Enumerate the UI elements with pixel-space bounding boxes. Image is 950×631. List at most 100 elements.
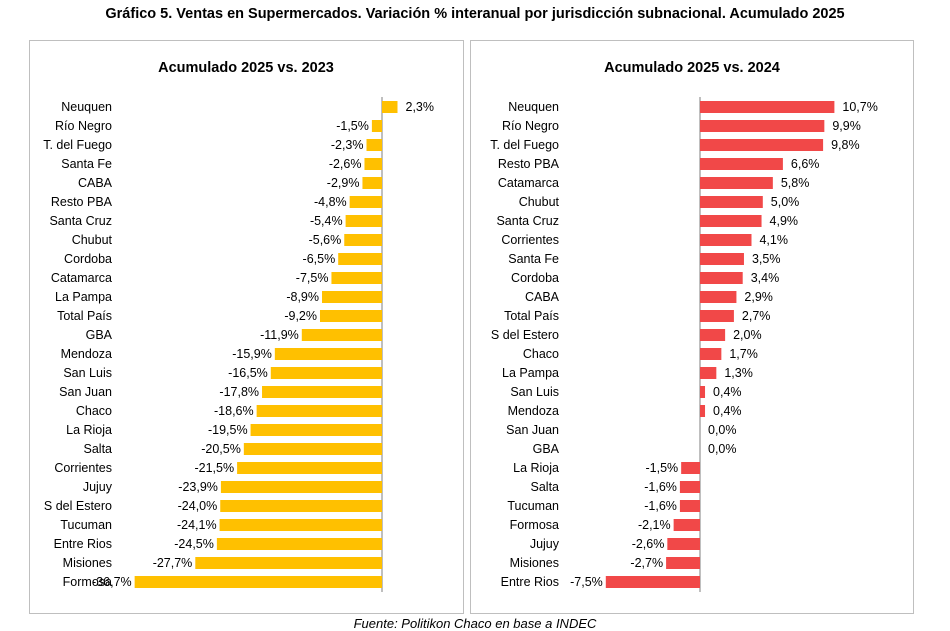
bar-chart-2025-vs-2024: Acumulado 2025 vs. 2024 Neuquen 10,7% Río N… [490, 60, 878, 592]
chart-main-title: Gráfico 5. Ventas en Supermercados. Vari… [105, 6, 845, 22]
right-bar-7 [700, 234, 752, 246]
right-value-label-19: -1,5% [646, 461, 679, 475]
left-bar-4 [362, 177, 382, 189]
right-category-label-14: La Pampa [502, 366, 559, 380]
left-category-label-16: Chaco [76, 404, 112, 418]
left-bar-17 [250, 424, 382, 436]
left-value-label-8: -6,5% [303, 252, 336, 266]
left-bar-1 [371, 120, 382, 132]
left-bar-18 [243, 443, 382, 455]
left-value-label-11: -9,2% [284, 309, 317, 323]
right-value-label-22: -2,1% [638, 518, 671, 532]
left-value-label-24: -27,7% [153, 556, 193, 570]
right-category-label-22: Formosa [510, 518, 559, 532]
left-value-label-0: 2,3% [406, 100, 435, 114]
right-bar-13 [700, 348, 722, 360]
right-value-label-14: 1,3% [724, 366, 753, 380]
left-value-label-18: -20,5% [201, 442, 241, 456]
right-category-label-7: Corrientes [501, 233, 559, 247]
left-category-label-2: T. del Fuego [43, 138, 112, 152]
right-category-label-9: Cordoba [511, 271, 559, 285]
left-bar-10 [322, 291, 382, 303]
left-bar-9 [331, 272, 382, 284]
left-value-label-10: -8,9% [286, 290, 319, 304]
right-category-label-13: Chaco [523, 347, 559, 361]
right-bar-11 [700, 310, 734, 322]
left-value-label-9: -7,5% [296, 271, 329, 285]
left-value-label-5: -4,8% [314, 195, 347, 209]
left-category-label-10: La Pampa [55, 290, 112, 304]
right-bar-8 [700, 253, 744, 265]
left-category-label-13: Mendoza [61, 347, 112, 361]
right-category-label-4: Catamarca [498, 176, 559, 190]
right-category-label-1: Río Negro [502, 119, 559, 133]
left-category-label-19: Corrientes [54, 461, 112, 475]
chart-panel-2024: Acumulado 2025 vs. 2024 Neuquen 10,7% Río N… [470, 40, 914, 614]
left-bar-16 [256, 405, 382, 417]
right-category-label-6: Santa Cruz [496, 214, 559, 228]
right-bar-24 [666, 557, 700, 569]
right-category-label-21: Tucuman [507, 499, 559, 513]
right-bar-21 [679, 500, 700, 512]
left-bar-13 [274, 348, 382, 360]
right-value-label-21: -1,6% [644, 499, 677, 513]
right-category-label-25: Entre Rios [501, 575, 559, 589]
left-category-label-25: Formosa [63, 575, 112, 589]
left-bar-14 [270, 367, 382, 379]
left-bar-24 [195, 557, 382, 569]
right-value-label-7: 4,1% [759, 233, 788, 247]
right-value-label-2: 9,8% [831, 138, 860, 152]
left-bar-21 [220, 500, 382, 512]
left-category-label-7: Chubut [72, 233, 113, 247]
right-value-label-12: 2,0% [733, 328, 762, 342]
left-bar-23 [216, 538, 382, 550]
left-bar-8 [338, 253, 382, 265]
right-value-label-3: 6,6% [791, 157, 820, 171]
left-value-label-1: -1,5% [336, 119, 369, 133]
right-value-label-25: -7,5% [570, 575, 603, 589]
right-category-label-24: Misiones [510, 556, 559, 570]
right-value-label-4: 5,8% [781, 176, 810, 190]
left-category-label-11: Total País [57, 309, 112, 323]
right-bar-25 [605, 576, 700, 588]
right-bar-3 [700, 158, 783, 170]
left-value-label-17: -19,5% [208, 423, 248, 437]
right-category-label-15: San Luis [510, 385, 559, 399]
right-value-label-16: 0,4% [713, 404, 742, 418]
left-bar-15 [262, 386, 382, 398]
left-value-label-3: -2,6% [329, 157, 362, 171]
right-category-label-11: Total País [504, 309, 559, 323]
left-value-label-6: -5,4% [310, 214, 343, 228]
left-value-label-25: -36,7% [92, 575, 132, 589]
right-value-label-23: -2,6% [632, 537, 665, 551]
left-value-label-19: -21,5% [194, 461, 234, 475]
right-value-label-24: -2,7% [630, 556, 663, 570]
left-bar-5 [349, 196, 382, 208]
right-category-label-19: La Rioja [513, 461, 559, 475]
right-bar-0 [700, 101, 835, 113]
left-category-label-23: Entre Rios [54, 537, 112, 551]
left-category-label-12: GBA [86, 328, 113, 342]
right-category-label-17: San Juan [506, 423, 559, 437]
left-bar-19 [237, 462, 382, 474]
right-category-label-5: Chubut [519, 195, 560, 209]
right-bar-16 [700, 405, 706, 417]
right-category-label-20: Salta [531, 480, 560, 494]
right-category-label-12: S del Estero [491, 328, 559, 342]
left-category-label-3: Santa Fe [61, 157, 112, 171]
left-bar-22 [219, 519, 382, 531]
right-value-label-11: 2,7% [742, 309, 771, 323]
right-bar-23 [667, 538, 700, 550]
left-bar-0 [382, 101, 398, 113]
left-category-label-14: San Luis [63, 366, 112, 380]
right-category-label-23: Jujuy [530, 537, 560, 551]
right-category-label-2: T. del Fuego [490, 138, 559, 152]
right-value-label-15: 0,4% [713, 385, 742, 399]
right-value-label-6: 4,9% [770, 214, 799, 228]
left-bar-20 [220, 481, 382, 493]
right-bar-20 [679, 481, 700, 493]
right-value-label-10: 2,9% [744, 290, 773, 304]
right-value-label-8: 3,5% [752, 252, 781, 266]
right-bar-10 [700, 291, 737, 303]
left-value-label-20: -23,9% [178, 480, 218, 494]
